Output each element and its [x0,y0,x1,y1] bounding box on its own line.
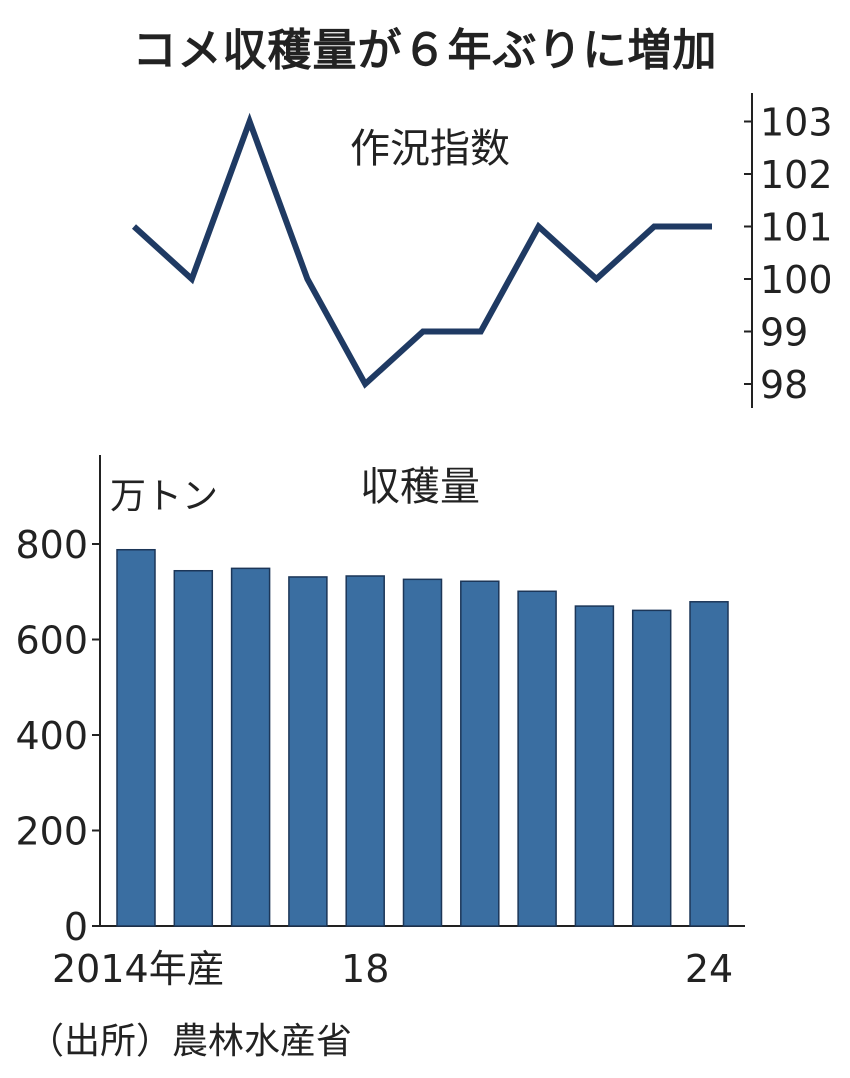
bar-2021 [517,590,557,927]
line-y-tick-label: 100 [760,258,833,302]
bar-chart-title: 収穫量 [360,464,480,510]
bar-y-tick-label: 400 [15,714,88,758]
line-chart-points [133,121,713,385]
bar-2014 [116,548,156,927]
bar-2018 [345,575,385,927]
line-chart: 作況指数 98 99 100 101 102 103 [131,93,833,408]
line-y-tick-label: 99 [760,311,808,355]
bar-2022 [574,605,615,927]
line-y-tick-label: 101 [760,206,833,250]
bar-y-tick-label: 200 [15,810,88,854]
bar-x-tick-label: 24 [685,947,733,991]
bar-2017 [288,576,328,927]
chart-title: コメ収穫量が６年ぶりに増加 [132,25,718,76]
bar-2015 [173,569,214,927]
bar-chart-y-ticks: 0 200 400 600 800 [15,523,100,949]
source-note: （出所）農林水産省 [28,1021,353,1062]
bar-chart: 収穫量 万トン 0 200 400 600 800 2014年産 18 24 [15,455,745,991]
bar-2020 [460,580,500,927]
bar-chart-bars [116,548,729,927]
bar-y-tick-label: 800 [15,523,88,567]
line-y-tick-label: 98 [760,363,808,407]
bar-chart-y-unit: 万トン [110,476,218,517]
bar-2023 [631,609,672,927]
bar-x-tick-label: 2014年産 [52,947,225,991]
bar-x-tick-label: 18 [341,947,389,991]
bar-2016 [230,567,271,927]
bar-y-tick-label: 0 [64,905,88,949]
bar-2019 [402,578,443,927]
line-chart-title: 作況指数 [350,126,510,172]
line-y-tick-label: 103 [760,101,833,145]
bar-y-tick-label: 600 [15,619,88,663]
bar-chart-x-ticks: 2014年産 18 24 [52,947,733,991]
line-chart-y-ticks: 98 99 100 101 102 103 [744,101,833,407]
bar-2024 [689,601,729,927]
line-y-tick-label: 102 [760,153,833,197]
